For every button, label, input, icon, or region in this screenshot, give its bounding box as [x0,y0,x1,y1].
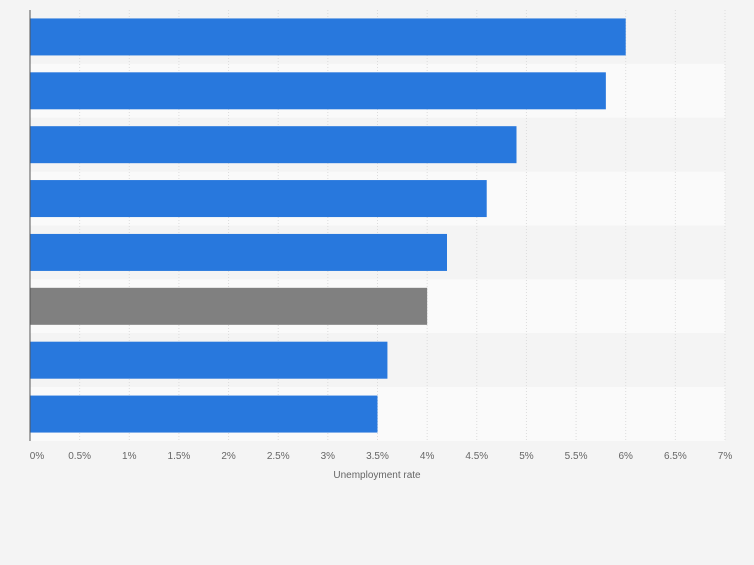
x-tick-label: 4.5% [465,451,488,462]
bar [30,72,606,110]
bar [30,18,626,56]
x-tick-label: 1% [122,451,137,462]
bar [30,341,388,379]
x-tick-label: 3% [321,451,336,462]
bars [30,18,626,433]
x-tick-label: 2.5% [267,451,290,462]
x-tick-labels: 0% 0.5% 1% 1.5% 2% 2.5% 3% 3.5% 4% 4.5% 5% 5.5% 6% 6.… [30,451,733,462]
bar [30,126,517,164]
x-tick-label: 6% [618,451,633,462]
x-tick-label: 4% [420,451,435,462]
x-tick-label: 1.5% [168,451,191,462]
bar [30,180,487,218]
x-tick-label: 0.5% [68,451,91,462]
x-axis-title: Unemployment rate [333,470,421,481]
x-tick-label: 0% [30,451,45,462]
x-tick-label: 5.5% [565,451,588,462]
bar [30,287,428,325]
x-tick-label: 6.5% [664,451,687,462]
x-tick-label: 5% [519,451,534,462]
x-tick-label: 7% [718,451,733,462]
bar [30,233,447,271]
bar [30,395,378,433]
x-tick-label: 2% [221,451,236,462]
x-tick-label: 3.5% [366,451,389,462]
